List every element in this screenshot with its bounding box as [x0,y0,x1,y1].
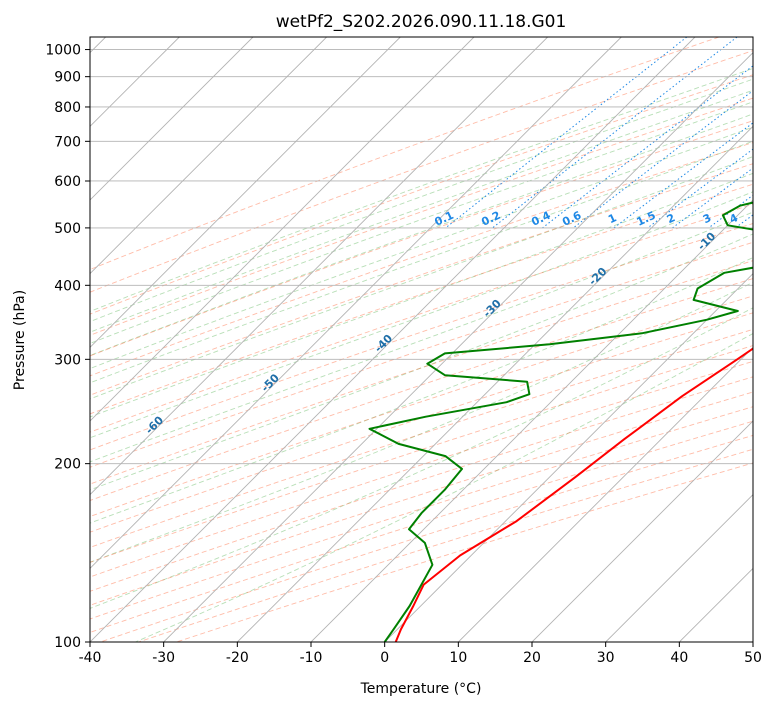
dry-adiabat-line [90,376,753,592]
y-tick-label: 300 [54,352,81,368]
y-axis-ticks: 100 200 300 400 500 600 700 800 900 1000 [45,43,90,651]
dry-adiabat-line [100,434,753,642]
dry-adiabat-line [90,295,753,518]
dry-adiabat-line [90,312,753,533]
x-axis-ticks: -40 -30 -20 -10 0 10 20 30 40 50 [79,642,762,666]
y-tick-label: 1000 [45,43,81,59]
moist-adiabat-line [90,67,753,312]
mixing-ratio-label: 6 [766,211,775,226]
x-tick-label: 0 [380,650,389,666]
dry-adiabat-line [90,278,753,501]
isotherm-line [163,52,753,642]
x-axis-label: Temperature (°C) [360,681,482,697]
isotherm-line [531,420,753,642]
isotherm-line [384,273,753,642]
isotherm-line [605,494,753,642]
dry-adiabat-line [90,163,753,396]
x-tick-label: 50 [744,650,762,666]
moist-adiabat-line [90,172,753,418]
isotherm-line [90,37,327,275]
dry-adiabat-line [90,97,753,336]
x-tick-label: 10 [449,650,467,666]
pressure-gridlines [90,49,753,642]
plot-frame [89,36,754,643]
mixing-ratio-label: 1.5 [635,209,658,229]
dry-adiabats [90,37,753,642]
profile-series [368,201,753,642]
mixing-ratio-line [734,214,753,229]
dry-adiabat-line [90,328,753,548]
isotherm-label: -70 [16,467,39,490]
moist-adiabat-line [90,78,753,323]
mixing-ratio-label: 0.1 [433,209,456,229]
isotherm-line [90,37,401,348]
isotherm-line [90,37,475,422]
isotherm-line [310,199,753,642]
x-tick-label: -20 [226,650,249,666]
mixing-ratio-line [542,65,753,229]
dry-adiabat-line [90,260,753,485]
temperature-profile [394,347,753,642]
x-tick-label: -40 [79,650,102,666]
isotherm-line [90,37,254,201]
mixing-ratio-label: 2 [665,211,677,226]
isotherm-label: -20 [586,265,609,288]
mixing-ratio-label: 3 [701,211,713,226]
moist-adiabat-line [90,307,753,609]
x-tick-label: -30 [152,650,175,666]
isotherm-label: -30 [481,297,504,320]
plot-area: 0.10.20.40.611.52346810131620253036-100-… [16,37,775,642]
dry-adiabat-line [90,183,753,415]
dry-adiabat-line [90,406,753,620]
moist-adiabat-line [90,156,753,400]
y-tick-label: 700 [54,134,81,150]
isotherm-label: -50 [259,371,282,394]
moist-adiabat-line [90,211,753,463]
mixing-ratio-label: 1 [606,211,618,226]
chart-title: wetPf2_S202.2026.090.11.18.G01 [276,12,567,32]
moist-adiabat-line [90,257,753,524]
x-tick-label: 20 [523,650,541,666]
isotherm-line [679,567,753,642]
dry-adiabat-line [90,50,753,293]
isotherm-line [90,37,696,642]
dry-adiabat-line [90,142,753,377]
y-tick-label: 500 [54,221,81,237]
mixing-ratio-lines [445,37,753,229]
mixing-ratio-line [672,167,753,229]
dry-adiabat-line [90,345,753,563]
dry-adiabat-line [90,391,753,606]
x-tick-label: 40 [670,650,688,666]
isotherm-line [237,125,753,642]
dry-adiabat-line [90,360,753,578]
x-tick-label: 30 [597,650,615,666]
y-tick-label: 400 [54,278,81,294]
y-tick-label: 200 [54,457,81,473]
x-tick-label: -10 [300,650,323,666]
moist-adiabat-line [90,101,753,344]
dry-adiabat-line [90,37,720,271]
mixing-ratio-line [572,90,753,229]
mixing-ratio-line [708,194,753,229]
isotherm-line [90,37,622,569]
y-tick-label: 600 [54,174,81,190]
dry-adiabat-line [90,420,753,633]
isotherm-line [458,346,753,642]
isotherm-label: -10 [695,229,718,252]
y-tick-label: 800 [54,100,81,116]
y-axis-label: Pressure (hPa) [12,290,28,390]
y-tick-label: 100 [54,635,81,651]
y-tick-label: 900 [54,70,81,86]
isotherm-line [752,641,753,642]
mixing-ratio-label: 0.4 [529,209,552,229]
dewpoint-profile [368,201,753,642]
isotherm-line [90,37,548,496]
